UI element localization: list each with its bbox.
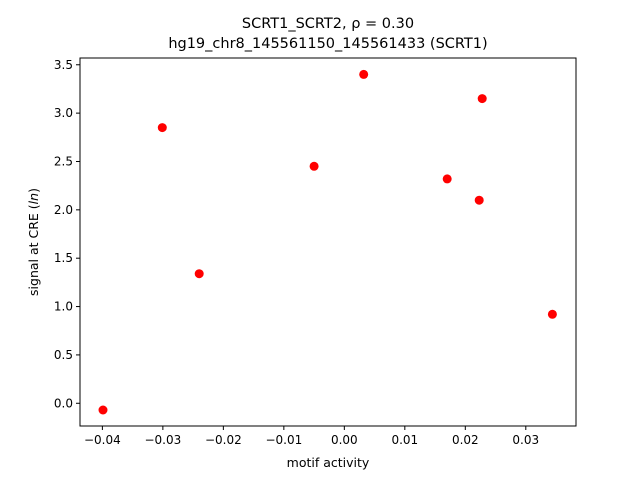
x-tick-label: 0.00 bbox=[331, 433, 358, 447]
data-point bbox=[474, 195, 484, 205]
y-tick-label: 0.0 bbox=[54, 396, 73, 410]
y-tick-label: 2.0 bbox=[54, 203, 73, 217]
x-tick-label: 0.02 bbox=[452, 433, 479, 447]
x-tick-label: −0.02 bbox=[205, 433, 242, 447]
chart-title-line-2: hg19_chr8_145561150_145561433 (SCRT1) bbox=[168, 36, 487, 52]
plot-area: −0.04 −0.03 −0.02 −0.01 0.00 0.01 0.02 0.03 0.0 0… bbox=[54, 57, 577, 447]
x-axis-label: motif activity bbox=[287, 455, 370, 470]
data-point bbox=[442, 174, 452, 184]
x-tick-label: −0.01 bbox=[265, 433, 302, 447]
data-point bbox=[98, 405, 108, 415]
data-point bbox=[477, 94, 487, 104]
plot-frame bbox=[79, 57, 577, 427]
data-point bbox=[309, 161, 319, 171]
x-tick-label: 0.03 bbox=[512, 433, 539, 447]
data-point bbox=[194, 269, 204, 279]
y-axis-label: signal at CRE (ln) bbox=[26, 188, 41, 296]
data-point bbox=[359, 69, 369, 79]
x-tick-label: −0.03 bbox=[144, 433, 181, 447]
x-tick-label: 0.01 bbox=[391, 433, 418, 447]
data-point bbox=[157, 123, 167, 133]
x-tick-label: −0.04 bbox=[84, 433, 121, 447]
y-tick-label: 3.0 bbox=[54, 106, 73, 120]
y-tick-label: 1.5 bbox=[54, 251, 73, 265]
y-tick-label: 2.5 bbox=[54, 154, 73, 168]
data-point bbox=[547, 309, 557, 319]
y-tick-label: 1.0 bbox=[54, 300, 73, 314]
chart-title-line-1: SCRT1_SCRT2, ρ = 0.30 bbox=[242, 16, 414, 32]
y-tick-label: 0.5 bbox=[54, 348, 73, 362]
y-tick-label: 3.5 bbox=[54, 58, 73, 72]
